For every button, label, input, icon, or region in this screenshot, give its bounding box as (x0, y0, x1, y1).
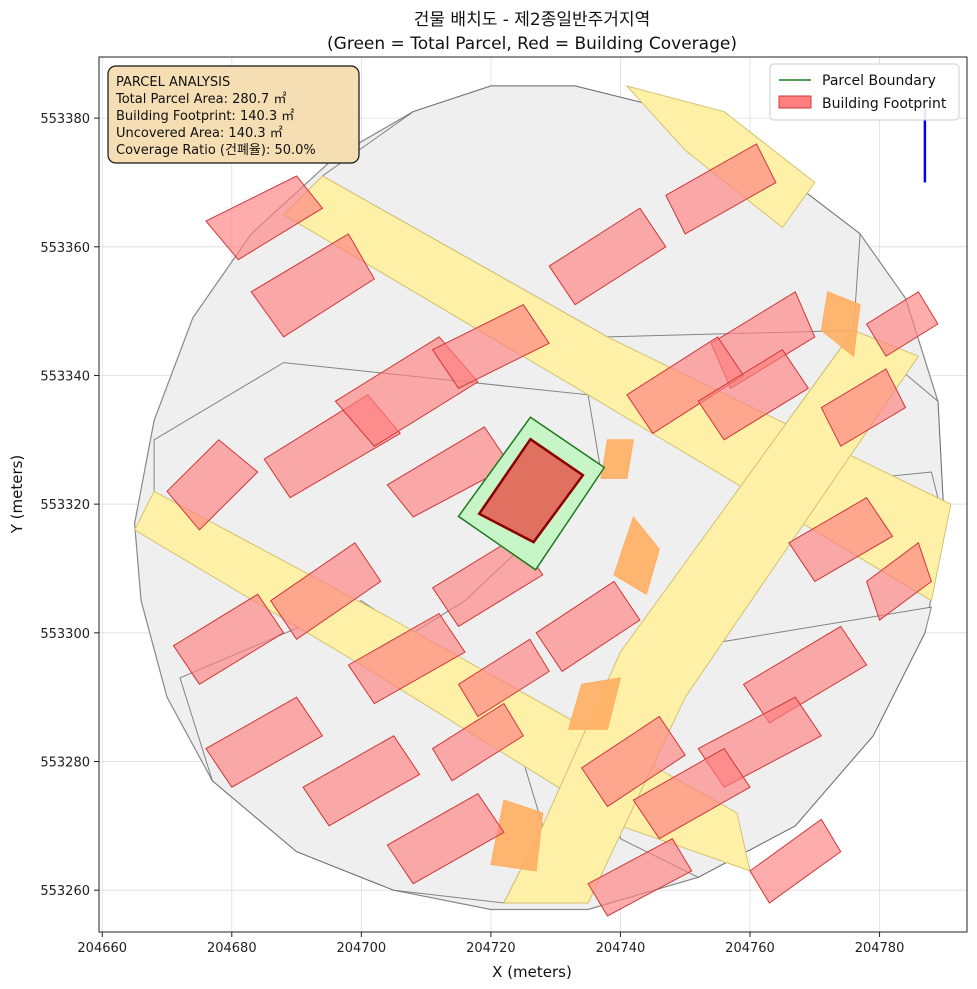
road-3 (625, 85, 816, 229)
subject-building-footprint (477, 437, 585, 544)
building-19 (535, 580, 641, 673)
building-24 (205, 696, 324, 788)
building-27 (431, 702, 524, 782)
subject-parcel-layer (457, 416, 606, 571)
building-11 (697, 349, 810, 441)
building-7 (548, 207, 667, 306)
building-13 (788, 497, 894, 583)
building-26 (386, 793, 505, 885)
x-tick-label-1: 204680 (207, 941, 257, 956)
orange-area-0 (490, 799, 544, 872)
orange-area-3 (600, 439, 634, 479)
building-15 (742, 625, 868, 724)
building-14 (866, 541, 932, 621)
building-20 (431, 535, 544, 628)
info-box-bg (107, 65, 360, 164)
chart-subtitle: (Green = Total Parcel, Red = Building Co… (327, 34, 737, 54)
building-8 (665, 143, 777, 235)
y-axis-label: Y (meters) (8, 455, 26, 535)
y-tick-label-2: 553300 (40, 627, 90, 642)
info-box: PARCEL ANALYSIS Total Parcel Area: 280.7… (107, 65, 360, 164)
orange-area-2 (613, 515, 660, 595)
building-25 (302, 735, 421, 827)
y-tick-label-6: 553380 (40, 112, 90, 127)
building-28 (457, 638, 550, 718)
orange-layer (490, 291, 861, 872)
axes-frame (98, 56, 968, 933)
x-axis-ticks: 204660 204680 204700 204720 204740 204760 2047… (77, 932, 904, 956)
y-tick-label-5: 553360 (40, 241, 90, 256)
buildings-layer (166, 143, 939, 917)
info-line-total-area: Total Parcel Area: 280.7 ㎡ (115, 92, 286, 107)
info-line-title: PARCEL ANALYSIS (116, 75, 230, 90)
x-tick-label-0: 204660 (77, 941, 127, 956)
x-tick-label-3: 204720 (466, 941, 516, 956)
building-18 (580, 715, 686, 808)
y-tick-label-1: 553280 (40, 756, 90, 771)
info-line-footprint: Building Footprint: 140.3 ㎡ (116, 109, 294, 124)
building-23 (172, 593, 285, 685)
y-axis-ticks: 553260 553280 553300 553320 553340 553360 5533… (40, 112, 99, 899)
building-30 (749, 818, 842, 904)
orange-area-4 (567, 677, 622, 730)
legend-bg (769, 63, 960, 121)
building-17 (632, 747, 751, 840)
building-31 (865, 291, 939, 357)
x-axis-label: X (meters) (492, 963, 572, 981)
building-0 (205, 175, 324, 261)
legend: Parcel Boundary Building Footprint (769, 63, 960, 121)
x-tick-label-2: 204700 (337, 941, 387, 956)
y-tick-label-4: 553340 (40, 369, 90, 384)
y-tick-label-0: 553260 (40, 884, 90, 899)
building-12 (820, 368, 907, 447)
info-line-coverage: Coverage Ratio (건폐율): 50.0% (116, 143, 316, 158)
building-3 (166, 439, 259, 531)
building-29 (587, 838, 693, 917)
building-6 (431, 304, 550, 389)
x-tick-label-6: 204780 (855, 941, 905, 956)
legend-building-label: Building Footprint (822, 96, 947, 112)
building-21 (347, 612, 466, 705)
x-tick-label-4: 204740 (596, 941, 646, 956)
y-tick-label-3: 553320 (40, 498, 90, 513)
legend-parcel-label: Parcel Boundary (822, 73, 936, 89)
orange-area-1 (820, 291, 861, 358)
building-1 (250, 233, 375, 338)
chart-title: 건물 배치도 - 제2종일반주거지역 (414, 10, 650, 30)
x-tick-label-5: 204760 (725, 941, 775, 956)
info-line-uncovered: Uncovered Area: 140.3 ㎡ (116, 126, 283, 141)
legend-building-swatch (778, 95, 812, 109)
building-22 (270, 542, 382, 640)
plot-area (133, 85, 952, 917)
